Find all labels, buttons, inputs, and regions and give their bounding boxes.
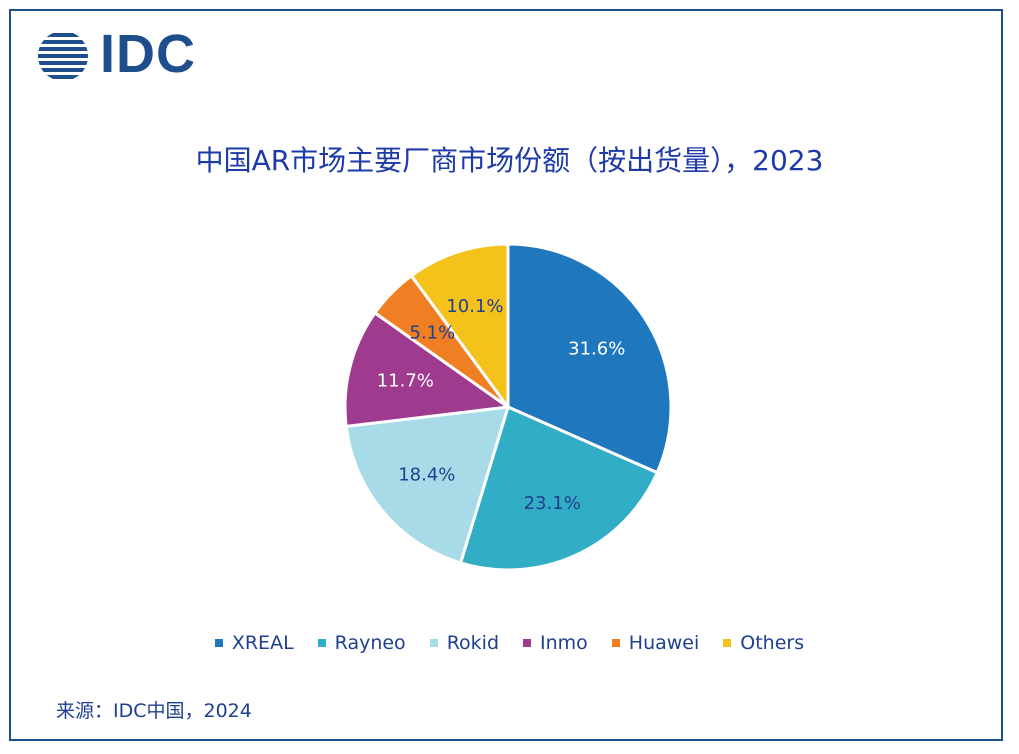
legend-item-inmo: Inmo <box>523 630 588 656</box>
legend-item-others: Others <box>723 630 804 656</box>
data-label-others: 10.1% <box>446 296 503 317</box>
pie-slice-rokid <box>344 405 510 565</box>
globe-stripe <box>38 75 88 79</box>
legend-swatch <box>723 639 732 647</box>
legend-swatch <box>429 639 438 647</box>
globe-stripe <box>38 33 88 37</box>
idc-logo: IDC <box>36 25 216 85</box>
legend-swatch <box>611 639 620 647</box>
data-label-rayneo: 23.1% <box>524 493 581 514</box>
legend-label: Rokid <box>446 632 500 654</box>
chart-title: 中国AR市场主要厂商市场份额（按出货量），2023 <box>195 144 824 177</box>
legend-item-xreal: XREAL <box>214 630 294 656</box>
data-label-huawei: 5.1% <box>410 322 456 343</box>
legend-label: Rayneo <box>334 632 406 654</box>
legend-item-rokid: Rokid <box>429 630 500 656</box>
legend-label: XREAL <box>231 632 294 654</box>
legend-label: Inmo <box>540 632 588 654</box>
legend-label: Others <box>740 632 805 654</box>
legend-swatch <box>214 639 223 647</box>
legend-item-rayneo: Rayneo <box>317 630 406 656</box>
logo-text: IDC <box>100 24 196 84</box>
data-label-rokid: 18.4% <box>398 465 455 486</box>
pie-slice-xreal <box>506 242 673 475</box>
legend-label: Huawei <box>628 632 700 654</box>
globe-stripe <box>38 47 88 51</box>
pie-slice-rayneo <box>459 405 659 572</box>
legend-swatch <box>523 639 532 647</box>
legend-swatch <box>317 639 326 647</box>
data-label-xreal: 31.6% <box>568 339 625 360</box>
pie-slice-others <box>409 242 510 409</box>
legend-item-huawei: Huawei <box>611 630 700 656</box>
source-note: 来源：IDC中国，2024 <box>56 700 252 722</box>
pie-slice-inmo <box>343 311 510 428</box>
globe-stripe <box>38 68 88 72</box>
globe-stripe <box>38 40 88 44</box>
idc-globe-icon <box>38 33 88 79</box>
chart-legend: XREAL Rayneo Rokid Inmo Huawei Others <box>0 630 1019 656</box>
globe-stripe <box>38 61 88 65</box>
data-label-inmo: 11.7% <box>377 370 434 391</box>
globe-stripe <box>38 54 88 58</box>
